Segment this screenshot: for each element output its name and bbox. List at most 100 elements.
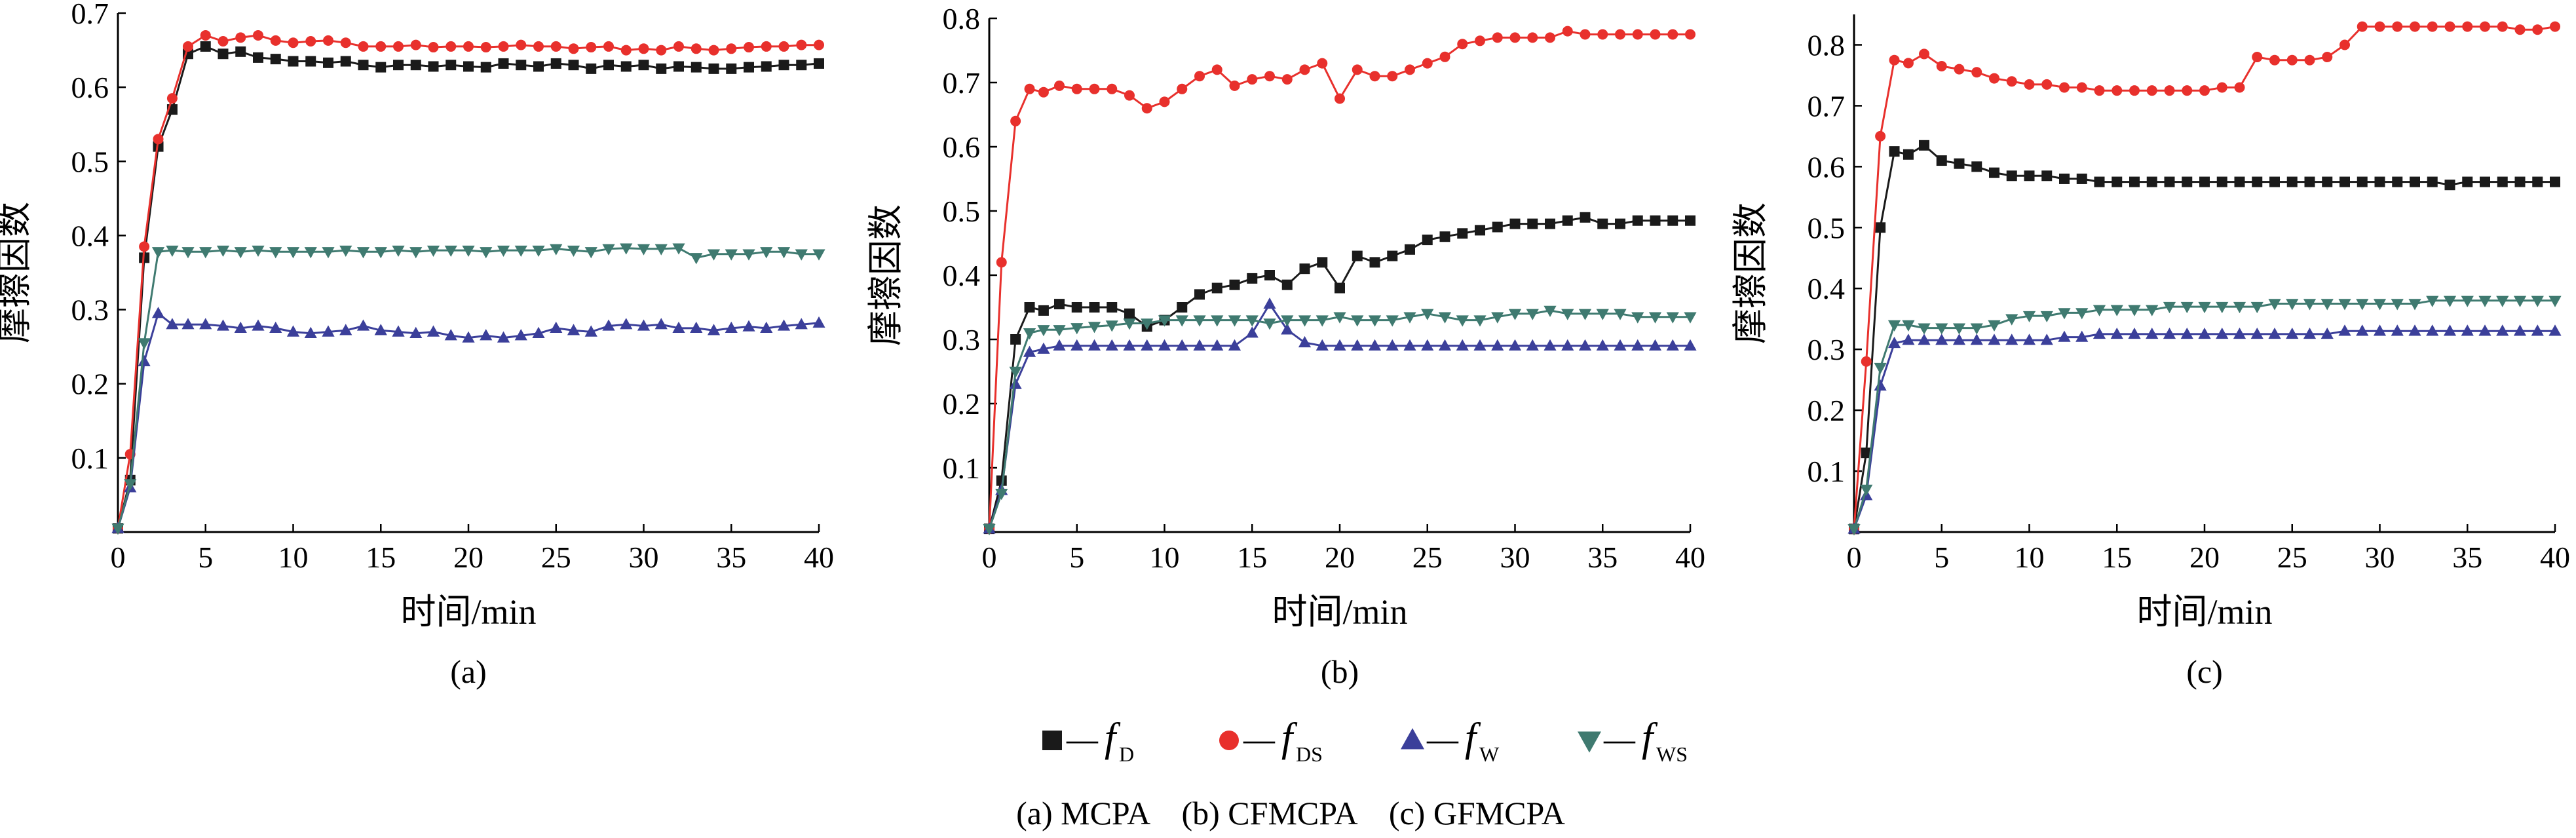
data-point-fWS — [1368, 315, 1382, 327]
data-point-fW — [392, 325, 405, 337]
data-point-fWS — [1351, 315, 1364, 327]
data-point-fDS — [375, 41, 387, 52]
data-point-fWS — [2320, 299, 2334, 311]
data-point-fDS — [533, 41, 544, 52]
data-point-fWS — [1298, 315, 1312, 327]
data-point-fD — [1124, 308, 1135, 319]
data-point-fDS — [656, 45, 667, 56]
data-point-fW — [1456, 339, 1469, 351]
data-point-fWS — [742, 249, 755, 261]
x-tick-label: 15 — [366, 541, 396, 574]
data-point-fWS — [1158, 315, 1171, 327]
data-point-fWS — [166, 245, 179, 257]
data-point-fWS — [2286, 299, 2299, 311]
data-point-fWS — [1123, 318, 1136, 330]
data-point-fDS — [1141, 103, 1152, 114]
data-point-fDS — [2514, 24, 2526, 35]
data-point-fW — [269, 321, 282, 333]
data-point-fDS — [673, 41, 684, 52]
x-axis-title: 时间/min — [2136, 592, 2272, 632]
data-point-fWS — [2356, 299, 2369, 311]
data-point-fW — [1037, 342, 1050, 354]
data-point-fDS — [814, 39, 824, 50]
data-point-fD — [1861, 448, 1872, 459]
data-point-fWS — [1666, 312, 1679, 324]
series-fDS — [984, 26, 1695, 535]
data-point-fW — [1561, 339, 1574, 351]
data-point-fDS — [305, 35, 316, 47]
data-point-fD — [445, 60, 457, 71]
data-point-fW — [1648, 339, 1662, 351]
data-point-fDS — [445, 41, 457, 52]
data-point-fD — [2199, 176, 2210, 187]
x-tick-label: 5 — [1934, 541, 1949, 574]
x-tick-label: 0 — [1847, 541, 1862, 574]
y-tick-label: 0.2 — [1808, 394, 1846, 427]
data-point-fW — [707, 324, 721, 335]
data-point-fW — [2058, 330, 2071, 342]
data-point-fD — [2041, 170, 2053, 181]
data-point-fW — [2443, 324, 2457, 336]
data-point-fDS — [1054, 80, 1065, 91]
data-point-fD — [744, 62, 754, 73]
data-point-fDS — [1229, 80, 1240, 91]
data-point-fD — [1089, 302, 1100, 313]
data-point-fW — [1023, 345, 1036, 357]
data-point-fWS — [2391, 299, 2404, 311]
series-fWS — [1847, 295, 2562, 536]
y-tick-label: 0.1 — [1808, 455, 1846, 488]
data-point-fW — [2216, 327, 2229, 339]
data-point-fDS — [1071, 83, 1082, 94]
data-point-fD — [2304, 176, 2315, 187]
data-point-fW — [812, 316, 825, 328]
data-point-fD — [1264, 270, 1275, 280]
data-point-fW — [339, 324, 352, 335]
data-point-fDS — [2199, 85, 2210, 96]
data-point-fW — [1245, 326, 1259, 338]
data-point-fD — [2112, 176, 2123, 187]
data-point-fDS — [480, 42, 491, 53]
data-point-fWS — [2040, 311, 2053, 323]
data-point-fWS — [480, 247, 493, 259]
x-tick-label: 30 — [1500, 541, 1530, 574]
data-point-fD — [691, 62, 702, 73]
x-tick-label: 30 — [629, 541, 659, 574]
data-point-fD — [2550, 176, 2560, 187]
data-point-fW — [1088, 339, 1101, 351]
data-point-fDS — [620, 45, 632, 56]
data-point-fDS — [1211, 64, 1222, 75]
data-point-fD — [1509, 218, 1521, 229]
data-point-fWS — [2216, 301, 2229, 314]
data-point-fD — [1919, 140, 1929, 151]
data-point-fD — [323, 57, 333, 68]
data-point-fWS — [2005, 314, 2018, 326]
data-point-fD — [1903, 149, 1914, 160]
data-point-fWS — [760, 247, 773, 259]
data-point-fDS — [1038, 86, 1049, 98]
data-point-fDS — [1264, 71, 1275, 82]
data-point-fD — [2532, 176, 2543, 187]
data-point-fDS — [1954, 64, 1965, 75]
series-line-fD — [117, 45, 820, 529]
data-point-fWS — [181, 247, 195, 259]
data-point-fW — [356, 319, 370, 331]
legend-marker-fW — [1401, 728, 1424, 750]
data-point-fWS — [2303, 299, 2317, 311]
data-point-fDS — [1597, 29, 1608, 40]
data-point-fW — [795, 318, 808, 330]
series-fW — [983, 297, 1697, 534]
data-point-fWS — [1614, 309, 1627, 320]
data-point-fD — [2269, 176, 2280, 187]
data-point-fW — [480, 329, 493, 341]
data-point-fD — [2427, 176, 2438, 187]
data-point-fWS — [2180, 301, 2193, 314]
data-point-fWS — [1684, 312, 1697, 324]
data-point-fWS — [234, 247, 247, 259]
data-point-fWS — [1245, 315, 1259, 327]
data-point-fDS — [2410, 21, 2420, 32]
data-point-fDS — [726, 43, 737, 54]
data-point-fD — [393, 60, 404, 71]
data-point-fD — [200, 41, 211, 52]
data-point-fDS — [270, 35, 281, 46]
data-point-fD — [480, 62, 491, 73]
